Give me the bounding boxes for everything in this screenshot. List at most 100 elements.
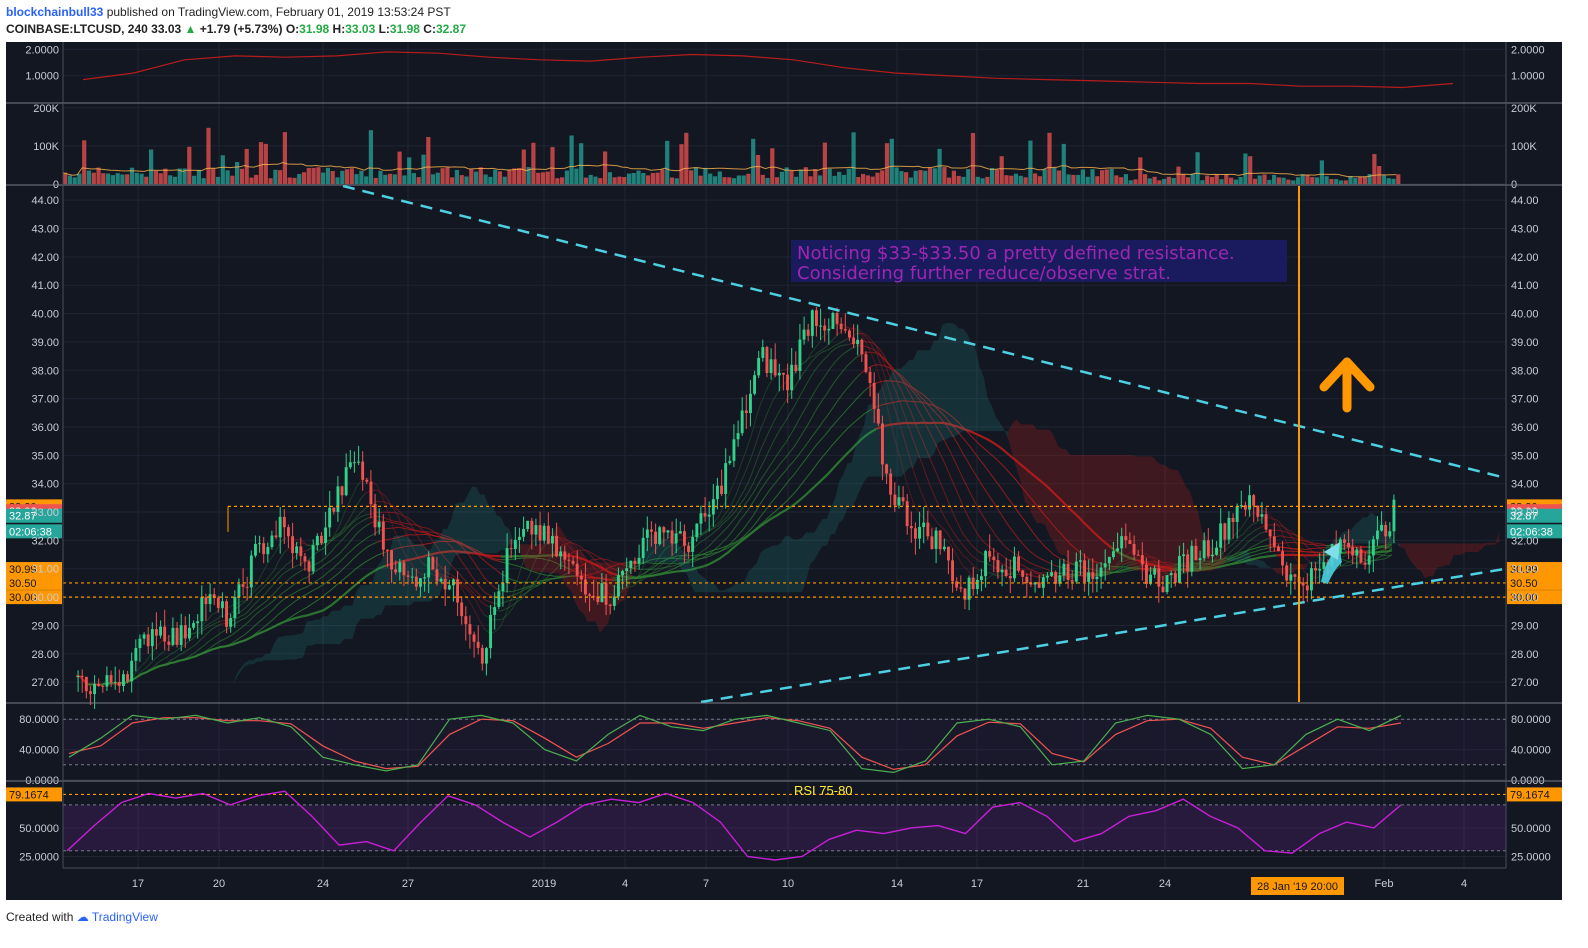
cloud-slice (447, 519, 452, 584)
volume-bar (884, 143, 890, 184)
candle-body (1239, 505, 1243, 507)
ma-line (368, 515, 493, 598)
candle-body (320, 535, 323, 543)
y-tick-label-right: 33.00 (1511, 507, 1539, 519)
candle-body (456, 579, 459, 603)
candle-body (134, 648, 138, 661)
cloud-slice (1086, 454, 1091, 576)
ma-line (835, 323, 976, 580)
volume-bar (411, 173, 416, 184)
y-tick-label-right: 37.00 (1511, 394, 1539, 406)
cloud-slice (917, 350, 922, 459)
candle-body (852, 337, 855, 345)
chart-svg[interactable]: 33.2033.0332.8702:06:3830.9930.5030.0033… (6, 42, 1562, 900)
candle-body (707, 514, 711, 517)
cloud-slice (1177, 469, 1182, 576)
candle-body (93, 683, 96, 694)
ma-line (1078, 565, 1096, 571)
cloud-slice (1371, 512, 1376, 544)
ma-line (558, 553, 617, 577)
volume-bar (86, 170, 92, 184)
volume-bar (951, 170, 956, 184)
volume-bar (340, 170, 345, 184)
volume-bar (1162, 178, 1167, 184)
ma-line (867, 380, 1071, 564)
ma-line (368, 520, 498, 590)
volume-bar (875, 172, 880, 184)
candle-body (963, 588, 967, 600)
cloud-slice (1028, 424, 1033, 517)
cloud-slice (1367, 512, 1372, 544)
volume-bar (1076, 174, 1081, 184)
change-value: +1.79 (+5.73%) (199, 22, 283, 36)
candle-body (497, 591, 501, 607)
volume-bar (292, 177, 297, 184)
candle-body (575, 563, 579, 576)
volume-bar (258, 142, 264, 184)
candle-body (810, 310, 814, 336)
volume-bar (1195, 152, 1200, 184)
candle-body (1132, 544, 1136, 555)
candle-body (579, 575, 583, 580)
y-tick-label-left: 32.00 (31, 535, 59, 547)
candle-body (1058, 575, 1062, 584)
volume-bar (445, 167, 450, 184)
candle-body (1116, 548, 1119, 552)
candle-body (621, 570, 624, 576)
candle-body (1293, 574, 1297, 577)
candle-body (1095, 576, 1099, 580)
candle-body (1120, 536, 1124, 549)
left-price-tag (6, 508, 62, 523)
candle-body (1186, 554, 1190, 572)
volume-bar (1329, 179, 1334, 184)
volume-bar (311, 167, 316, 184)
tradingview-brand[interactable]: TradingView (91, 910, 158, 924)
rsi-left-tag-label: 79.1674 (9, 789, 49, 801)
candle-body (1025, 576, 1029, 584)
tradingview-logo-icon[interactable]: ☁ (76, 910, 89, 924)
annotation-line-2: Considering further reduce/observe strat… (797, 263, 1171, 284)
cloud-slice (525, 544, 530, 569)
volume-bar (163, 168, 168, 184)
volume-bar (349, 168, 354, 184)
cloud-slice (797, 537, 802, 593)
candle-body (427, 557, 431, 578)
right-price-tag (1507, 508, 1562, 523)
volume-bar (368, 130, 373, 184)
candle-body (724, 463, 728, 494)
cloud-slice (785, 535, 790, 593)
y-tick-label-left: 28.00 (31, 649, 59, 661)
candle-body (1227, 517, 1231, 540)
candle-body (988, 551, 992, 557)
candle-body (1190, 545, 1194, 572)
volume-bar (626, 173, 632, 184)
cloud-slice (896, 368, 901, 477)
chart-area[interactable]: 33.2033.0332.8702:06:3830.9930.5030.0033… (6, 42, 1562, 900)
candle-body (1124, 536, 1128, 541)
volume-bar (1085, 176, 1090, 184)
author-link[interactable]: blockchainbull33 (6, 5, 104, 19)
cloud-slice (1127, 454, 1132, 570)
volume-bar (1391, 178, 1396, 184)
stochastic-panel (63, 714, 1506, 774)
volume-bar (1066, 174, 1071, 184)
x-tick-label: 17 (971, 878, 983, 890)
volume-bar (517, 168, 522, 184)
cloud-slice (950, 323, 955, 438)
ma-line (492, 561, 564, 605)
volume-bar (770, 148, 775, 184)
cloud-slice (356, 585, 361, 625)
candle-body (753, 375, 756, 394)
cloud-slice (319, 616, 324, 645)
cloud-slice (913, 350, 918, 468)
open-value: 31.98 (299, 22, 330, 36)
cloud-slice (455, 502, 460, 556)
candle-body (266, 547, 270, 555)
candle-body (555, 535, 558, 557)
cloud-slice (719, 590, 724, 593)
volume-bar (120, 174, 125, 184)
left-price-tag (6, 575, 62, 590)
candle-body (1128, 540, 1132, 544)
cloud-slice (1453, 543, 1458, 555)
ma-line (1049, 578, 1054, 581)
